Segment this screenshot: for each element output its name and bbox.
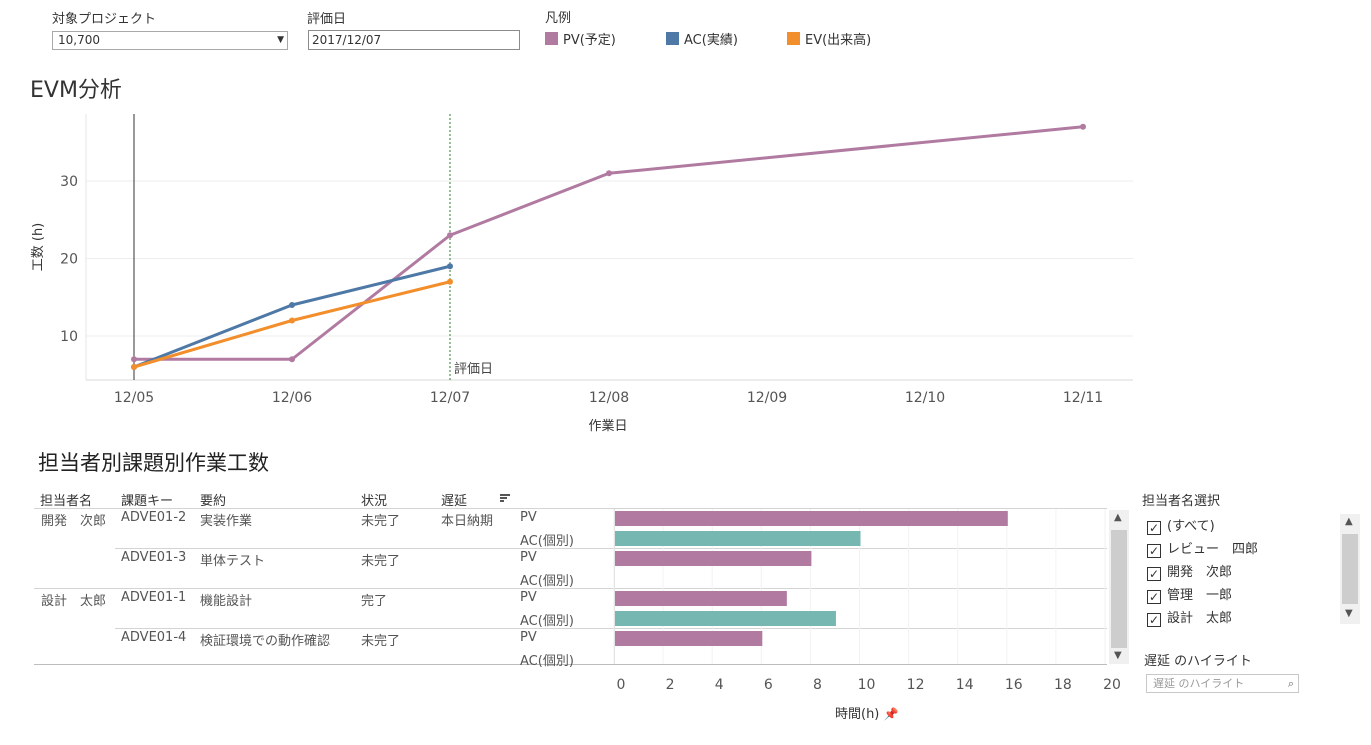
measure-label: PV [520, 630, 537, 645]
x-tick-label: 12/11 [1063, 390, 1103, 406]
project-select-value: 10,700 [58, 33, 100, 47]
filter-option[interactable]: ✓ 設計 太郎 [1147, 611, 1233, 627]
measure-label: AC(個別) [520, 654, 574, 669]
chevron-down-icon[interactable]: ▼ [277, 35, 284, 45]
row-status: 未完了 [361, 514, 401, 529]
row-status: 完了 [361, 594, 388, 609]
pv-swatch-icon [545, 32, 558, 45]
data-point [447, 232, 453, 239]
pin-icon[interactable]: 📌 [883, 707, 899, 721]
checkbox-checked-icon[interactable]: ✓ [1147, 567, 1161, 581]
row-divider [115, 548, 1107, 549]
measure-label: AC(個別) [520, 534, 574, 549]
scroll-up-icon[interactable]: ▲ [1114, 512, 1122, 523]
legend-title: 凡例 [545, 11, 572, 26]
measure-label: PV [520, 590, 537, 605]
data-point [289, 302, 295, 308]
ac-swatch-icon [666, 32, 679, 45]
table-top-rule [34, 508, 1107, 509]
legend-item-ev[interactable]: EV(出来高) [787, 29, 871, 48]
highlight-title: 遅延 のハイライト [1144, 654, 1252, 669]
row-key: ADVE01-2 [121, 510, 187, 525]
y-tick-label: 30 [60, 174, 78, 190]
highlight-search-input[interactable]: 遅延 のハイライト ⌕ [1146, 674, 1299, 693]
measure-label: AC(個別) [520, 574, 574, 589]
checkbox-checked-icon[interactable]: ✓ [1147, 544, 1161, 558]
ev-swatch-icon [787, 32, 800, 45]
x-tick-label: 12/06 [272, 390, 312, 406]
row-status: 未完了 [361, 554, 401, 569]
data-point [289, 317, 295, 324]
filter-option[interactable]: ✓ 管理 一郎 [1147, 588, 1233, 604]
data-point [131, 364, 137, 370]
data-point [289, 356, 295, 363]
x-tick-label: 12/10 [905, 390, 945, 406]
search-icon[interactable]: ⌕ [1287, 677, 1294, 690]
row-assignee: 開発 次郎 [41, 514, 107, 529]
row-summary: 単体テスト [200, 554, 266, 569]
row-key: ADVE01-4 [121, 630, 187, 645]
header-summary[interactable]: 要約 [200, 494, 227, 509]
checkbox-checked-icon[interactable]: ✓ [1147, 590, 1161, 604]
measure-label: PV [520, 550, 537, 565]
data-point [447, 278, 453, 285]
filter-scrollbar[interactable]: ▲ ▼ [1340, 514, 1360, 624]
eval-date-input[interactable]: 2017/12/07 [308, 30, 520, 50]
task-section-title: 担当者別課題別作業工数 [38, 451, 269, 475]
row-divider [34, 588, 1107, 589]
data-point [447, 263, 453, 270]
filter-option-all[interactable]: ✓ (すべて) [1147, 519, 1215, 535]
header-status[interactable]: 状況 [361, 494, 388, 509]
sort-icon[interactable] [499, 492, 511, 503]
table-scrollbar[interactable]: ▲ ▼ [1109, 510, 1129, 664]
row-status: 未完了 [361, 634, 401, 649]
legend-item-pv[interactable]: PV(予定) [545, 29, 616, 48]
y-tick-label: 20 [60, 252, 78, 268]
bar-axis-line [614, 509, 615, 664]
eval-date-label: 評価日 [307, 12, 347, 27]
checkbox-checked-icon[interactable]: ✓ [1147, 613, 1161, 627]
measure-label: AC(個別) [520, 614, 574, 629]
measure-label: PV [520, 510, 537, 525]
row-summary: 実装作業 [200, 514, 253, 529]
legend-item-ac[interactable]: AC(実績) [666, 29, 738, 48]
y-axis-title: 工数 (h) [31, 223, 46, 272]
project-filter-label: 対象プロジェクト [52, 12, 157, 27]
filter-option[interactable]: ✓ 開発 次郎 [1147, 565, 1233, 581]
assignee-filter-title: 担当者名選択 [1142, 494, 1221, 509]
row-assignee: 設計 太郎 [41, 594, 107, 609]
data-point [131, 356, 137, 363]
row-divider [115, 628, 1107, 629]
eval-date-reference-label: 評価日 [454, 362, 493, 377]
scroll-down-icon[interactable]: ▼ [1114, 650, 1122, 661]
series-line-2 [133, 280, 451, 369]
header-assignee[interactable]: 担当者名 [40, 494, 93, 509]
scroll-down-icon[interactable]: ▼ [1345, 608, 1353, 619]
filter-option[interactable]: ✓ レビュー 四郎 [1147, 542, 1259, 558]
x-tick-label: 12/05 [114, 390, 154, 406]
table-bottom-rule [34, 664, 1107, 665]
x-tick-label: 12/09 [747, 390, 787, 406]
header-delay[interactable]: 遅延 [441, 494, 468, 509]
scrollbar-thumb[interactable] [1111, 530, 1127, 648]
checkbox-checked-icon[interactable]: ✓ [1147, 521, 1161, 535]
x-tick-label: 12/08 [589, 390, 629, 406]
x-tick-label: 12/07 [430, 390, 470, 406]
y-tick-label: 10 [60, 329, 78, 345]
data-point [1080, 123, 1086, 130]
data-point [606, 170, 612, 177]
row-key: ADVE01-3 [121, 550, 187, 565]
project-select[interactable]: 10,700 ▼ [52, 31, 288, 50]
row-summary: 検証環境での動作確認 [200, 634, 331, 649]
row-summary: 機能設計 [200, 594, 253, 609]
row-key: ADVE01-1 [121, 590, 187, 605]
bar-axis-title: 時間(h) 📌 [835, 707, 899, 722]
evm-chart-title: EVM分析 [30, 78, 122, 103]
x-axis-title: 作業日 [588, 418, 627, 434]
scroll-up-icon[interactable]: ▲ [1345, 516, 1353, 527]
row-delay: 本日納期 [441, 514, 494, 529]
header-key[interactable]: 課題キー [121, 494, 174, 509]
scrollbar-thumb[interactable] [1342, 534, 1358, 604]
